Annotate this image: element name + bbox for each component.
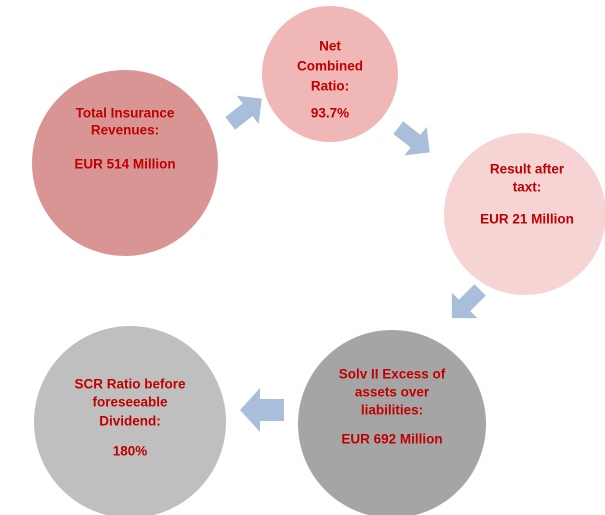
node-label: Solv II Excess of (339, 367, 446, 382)
node-circle (32, 70, 218, 256)
node-value: EUR 514 Million (74, 157, 175, 172)
node-label: Total Insurance (76, 106, 175, 121)
arrow (225, 95, 262, 130)
node-circle (262, 6, 398, 142)
node-circle (34, 326, 226, 515)
node-value: 93.7% (311, 106, 349, 121)
arrow (240, 388, 284, 432)
node-value: 180% (113, 444, 148, 459)
node-label: Ratio: (311, 79, 349, 94)
arrow (393, 121, 430, 156)
node-label: Result after (490, 162, 565, 177)
node-label: Net (319, 39, 341, 54)
node-label: assets over (355, 385, 430, 400)
node-label: foreseeable (92, 395, 168, 410)
arrow (451, 284, 486, 319)
node-label: SCR Ratio before (74, 377, 186, 392)
node-label: Dividend: (99, 414, 161, 429)
node-label: Revenues: (91, 123, 159, 138)
node-label: liabilities: (361, 403, 423, 418)
node-label: Combined (297, 59, 363, 74)
node-label: taxt: (513, 180, 542, 195)
node-circle (444, 133, 605, 295)
node-value: EUR 692 Million (341, 432, 442, 447)
node-circle (298, 330, 486, 515)
node-value: EUR 21 Million (480, 212, 574, 227)
